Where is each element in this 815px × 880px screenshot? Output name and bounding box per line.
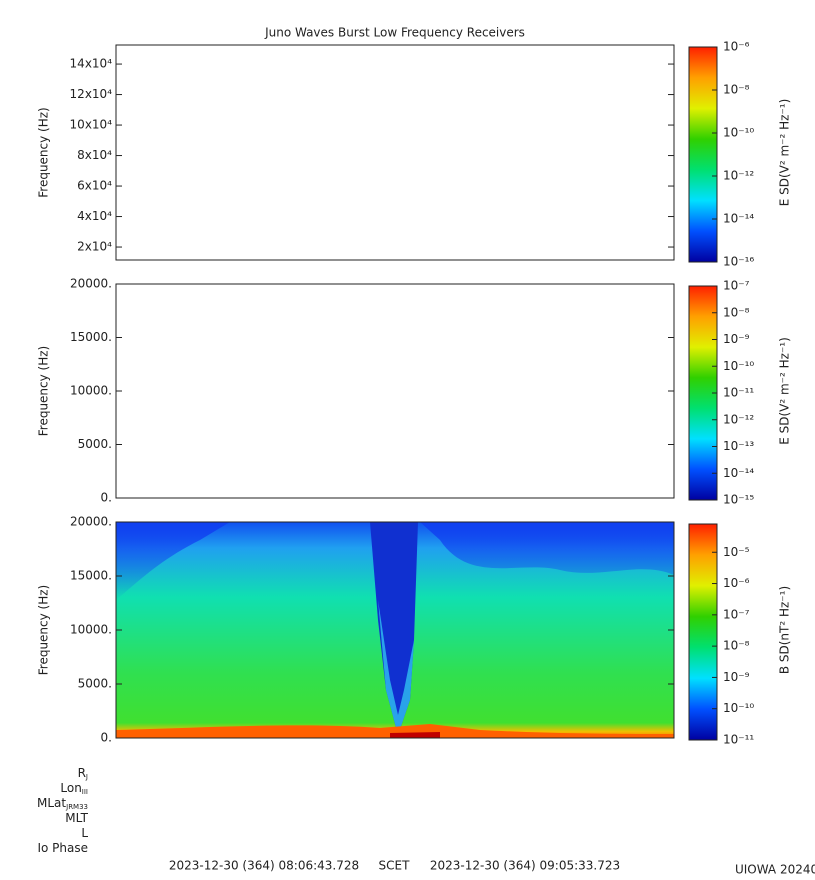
colorbar [688,46,718,263]
ephemeris-label: LonIII [60,781,88,797]
y-tick-label: 5000. [78,437,112,451]
colorbar-tick-label: 10⁻¹² [723,412,754,426]
y-tick-label: 20000. [70,515,112,529]
colorbar-tick-label: 10⁻¹² [723,169,754,183]
ephemeris-label: L [81,826,88,840]
y-tick-label: 12x10⁴ [70,87,113,101]
colorbar-tick-label: 10⁻¹⁶ [723,255,754,269]
y-tick-label: 10000. [70,384,112,398]
colorbar-label: E SD(V² m⁻² Hz⁻¹) [778,99,792,207]
y-axis-label: Frequency (Hz) [37,585,51,676]
ephemeris-label-text: MLT [65,811,88,825]
colorbar-label: E SD(V² m⁻² Hz⁻¹) [778,337,792,445]
footer-start: 2023-12-30 (364) 08:06:43.728 [169,859,359,873]
colorbar-tick-label: 10⁻⁷ [723,279,750,293]
colorbar-tick-label: 10⁻⁸ [723,305,750,319]
plot-frame [115,44,675,261]
colorbar-tick-label: 10⁻⁸ [723,83,750,97]
ephemeris-label-text: Lon [60,781,81,795]
colorbar-tick-label: 10⁻¹³ [723,439,754,453]
y-tick-label: 20000. [70,277,112,291]
colorbar-tick-label: 10⁻⁶ [723,576,750,590]
colorbar-tick-label: 10⁻⁹ [723,332,750,346]
colorbar-tick-label: 10⁻¹⁴ [723,212,754,226]
ephemeris-label-text: L [81,826,88,840]
chart-title: Juno Waves Burst Low Frequency Receivers [264,26,525,40]
colorbar-tick-label: 10⁻¹¹ [723,386,754,400]
y-tick-label: 15000. [70,330,112,344]
footer-frame: SCET [379,859,411,873]
y-tick-label: 4x10⁴ [77,209,112,223]
y-tick-label: 8x10⁴ [77,148,112,162]
y-axis-label: Frequency (Hz) [37,107,51,198]
colorbar-tick-label: 10⁻¹¹ [723,733,754,747]
colorbar-tick-label: 10⁻⁶ [723,40,750,54]
colorbar-tick-label: 10⁻⁵ [723,545,750,559]
y-tick-label: 15000. [70,569,112,583]
colorbar-tick-label: 10⁻⁸ [723,639,750,653]
y-tick-label: 5000. [78,677,112,691]
footer-credit: UIOWA 20240714 [735,863,815,877]
colorbar-tick-label: 10⁻⁹ [723,670,750,684]
footer-end: 2023-12-30 (364) 09:05:33.723 [430,859,620,873]
y-tick-label: 14x10⁴ [70,57,113,71]
colorbar-tick-label: 10⁻¹⁰ [723,126,754,140]
colorbar-tick-label: 10⁻¹⁰ [723,359,754,373]
colorbar-tick-label: 10⁻⁷ [723,607,750,621]
ephemeris-label-sub: J [85,773,88,781]
ephemeris-label: RJ [78,766,88,782]
ephemeris-label: MLatJRM33 [37,796,88,812]
ephemeris-label: MLT [65,811,88,825]
colorbar-label: B SD(nT² Hz⁻¹) [778,586,792,674]
ephemeris-label-text: R [78,766,86,780]
colorbar-tick-label: 10⁻¹⁵ [723,493,754,507]
colorbar-tick-label: 10⁻¹⁰ [723,701,754,715]
y-tick-label: 2x10⁴ [77,240,112,254]
y-tick-label: 6x10⁴ [77,179,112,193]
colorbar-tick-label: 10⁻¹⁴ [723,466,754,480]
spectrogram [116,522,674,738]
colorbar [688,523,718,741]
plot-frame [115,283,675,499]
ephemeris-label: Io Phase [37,841,88,855]
y-tick-label: 0. [101,491,112,505]
ephemeris-label-text: MLat [37,796,66,810]
y-tick-label: 10x10⁴ [70,118,113,132]
y-axis-label: Frequency (Hz) [37,346,51,437]
ephemeris-label-sub: III [82,788,88,796]
ephemeris-label-sub: JRM33 [65,803,88,811]
y-tick-label: 10000. [70,623,112,637]
y-tick-label: 0. [101,731,112,745]
ephemeris-label-text: Io Phase [37,841,88,855]
